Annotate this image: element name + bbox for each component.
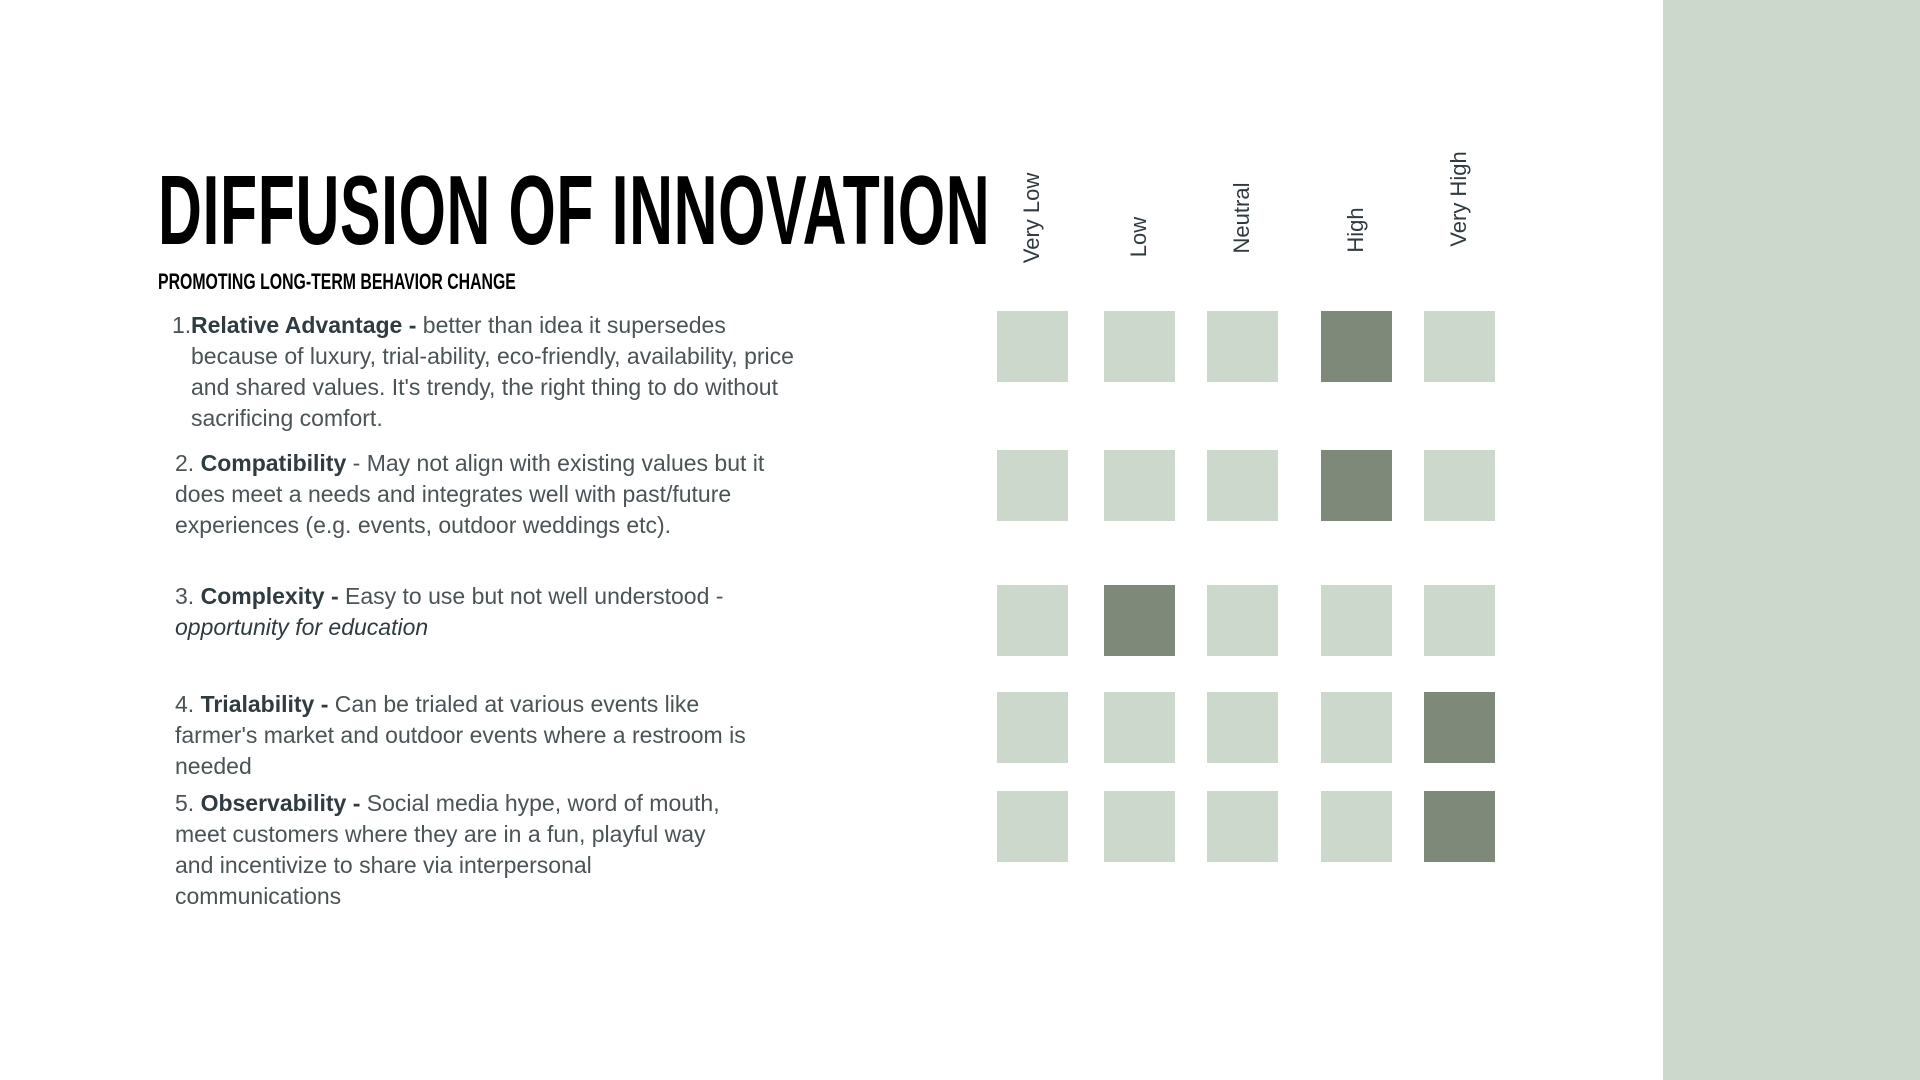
scale-column-label: High [1343,207,1368,253]
item-number: 5. [175,790,195,816]
rating-cell-selected [1321,311,1392,382]
item-text: and shared values. It's trendy, the righ… [191,374,778,400]
rating-cell [1104,450,1175,521]
rating-cell [997,791,1068,862]
rating-cell [1207,692,1278,763]
item-term: Compatibility [200,450,347,476]
item-text: meet customers where they are in a fun, … [175,821,706,847]
rating-cell [1321,692,1392,763]
item-text: sacrificing comfort. [191,405,383,431]
item-text: Can be trialed at various events like [334,691,700,717]
list-item-observability: 5. Observability - Social media hype, wo… [175,788,720,912]
rating-cell [1207,311,1278,382]
item-term: Observability - [200,790,361,816]
rating-cell [997,311,1068,382]
rating-cell-selected [1104,585,1175,656]
item-text: better than idea it supersedes [422,312,726,338]
item-text: farmer's market and outdoor events where… [175,722,746,748]
side-panel [1663,0,1920,1080]
rating-cell [1104,692,1175,763]
scale-column-label: Neutral [1229,182,1254,254]
item-text: Easy to use but not well understood - [345,583,724,609]
rating-cell [1424,450,1495,521]
item-number: 1. [172,312,192,338]
rating-cell [1321,585,1392,656]
rating-cell [1207,585,1278,656]
item-number: 2. [175,450,195,476]
item-text: and incentivize to share via interperson… [175,852,592,878]
rating-cell [1424,311,1495,382]
list-item-compatibility: 2. Compatibility - May not align with ex… [175,448,764,541]
rating-cell [997,450,1068,521]
item-text: does meet a needs and integrates well wi… [175,481,732,507]
item-text: - May not align with existing values but… [352,450,765,476]
rating-cell [1321,791,1392,862]
rating-cell [997,692,1068,763]
page-title: DIFFUSION OF INNOVATION [158,155,991,265]
rating-cell-selected [1424,692,1495,763]
item-text-emphasis: opportunity for education [175,614,429,640]
rating-cell [997,585,1068,656]
item-text: experiences (e.g. events, outdoor weddin… [175,512,672,538]
rating-cell [1104,791,1175,862]
item-term: Complexity - [200,583,339,609]
item-number: 3. [175,583,195,609]
item-number: 4. [175,691,195,717]
list-item-trialability: 4. Trialability - Can be trialed at vari… [175,689,746,782]
item-text: Social media hype, word of mouth, [366,790,720,816]
rating-cell [1424,585,1495,656]
scale-column-label: Very High [1446,151,1471,247]
list-item-complexity: 3. Complexity - Easy to use but not well… [175,581,723,643]
scale-column-label: Low [1126,216,1151,258]
item-text: communications [175,883,342,909]
scale-column-label: Very Low [1019,172,1044,264]
rating-cell [1207,450,1278,521]
rating-cell [1104,311,1175,382]
rating-cell [1207,791,1278,862]
page-subtitle: PROMOTING LONG-TERM BEHAVIOR CHANGE [158,269,516,294]
item-text: needed [175,753,252,779]
item-term: Relative Advantage - [191,312,417,338]
item-text: because of luxury, trial-ability, eco-fr… [191,343,794,369]
rating-cell-selected [1424,791,1495,862]
item-term: Trialability - [200,691,329,717]
rating-cell-selected [1321,450,1392,521]
